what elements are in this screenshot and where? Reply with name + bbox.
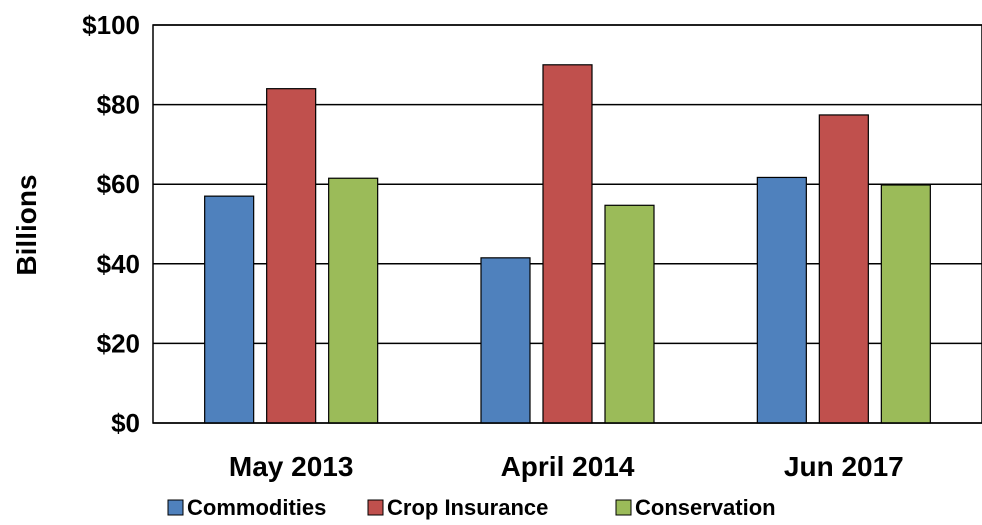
y-tick-label: $0: [111, 408, 140, 438]
legend-swatch: [167, 499, 184, 516]
legend-label: Crop Insurance: [387, 495, 548, 520]
y-tick-label: $60: [97, 169, 140, 199]
bar-commodities: [756, 176, 807, 424]
y-tick-label: $80: [97, 90, 140, 120]
bar-crop-insurance: [266, 88, 317, 424]
y-tick-label: $100: [82, 10, 140, 40]
y-axis-tick-labels: $0 $20 $40 $60 $80 $100: [82, 10, 140, 438]
legend-item: Conservation: [615, 495, 776, 520]
legend-item: Crop Insurance: [367, 495, 548, 520]
y-tick-label: $40: [97, 249, 140, 279]
legend-swatch: [615, 499, 632, 516]
x-category-label: April 2014: [501, 451, 635, 482]
bar-crop-insurance: [542, 64, 593, 424]
bar-commodities: [480, 257, 531, 424]
bar-commodities: [204, 195, 255, 424]
plot-area-border: [152, 24, 982, 424]
bar-conservation: [328, 177, 379, 424]
bar-conservation: [604, 204, 655, 424]
bars: [204, 64, 931, 424]
bar-crop-insurance: [818, 114, 869, 424]
legend-swatch: [367, 499, 384, 516]
legend-label: Conservation: [635, 495, 776, 520]
legend-label: Commodities: [187, 495, 326, 520]
y-tick-label: $20: [97, 328, 140, 358]
legend: Commodities Crop Insurance Conservation: [167, 495, 776, 520]
x-category-label: Jun 2017: [784, 451, 904, 482]
legend-item: Commodities: [167, 495, 326, 520]
x-axis-category-labels: May 2013 April 2014 Jun 2017: [229, 451, 904, 482]
x-category-label: May 2013: [229, 451, 354, 482]
bar-conservation: [880, 184, 931, 424]
y-axis-label: Billions: [11, 174, 42, 275]
